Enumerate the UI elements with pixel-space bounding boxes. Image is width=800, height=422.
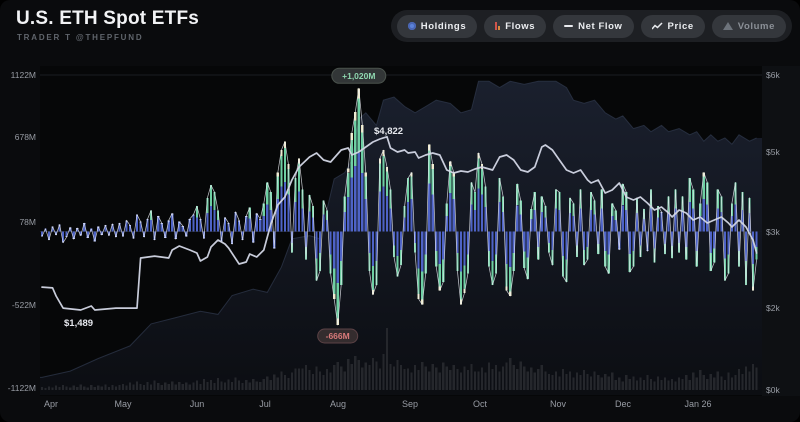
toggle-flows-button[interactable]: Flows bbox=[484, 14, 547, 38]
toggle-volume-label: Volume bbox=[737, 20, 775, 32]
price-zigzag-icon bbox=[651, 21, 663, 29]
left-axis-tick: 678M bbox=[15, 132, 36, 142]
page-title: U.S. ETH Spot ETFs bbox=[16, 8, 200, 29]
month-label: Aug bbox=[330, 399, 346, 409]
price-low-label: $1,489 bbox=[64, 318, 93, 329]
price-high-label: $4,822 bbox=[374, 126, 403, 137]
toggle-netflow-label: Net Flow bbox=[578, 20, 623, 32]
toggle-netflow-button[interactable]: Net Flow bbox=[553, 14, 634, 38]
price-line bbox=[41, 135, 758, 311]
min-flow-badge-text: -666M bbox=[326, 331, 350, 341]
page-subtitle: TRADER T @THEPFUND bbox=[17, 33, 144, 42]
right-axis-tick: $6k bbox=[766, 70, 780, 80]
max-flow-badge-text: +1,020M bbox=[342, 71, 375, 81]
flows-bars-icon bbox=[495, 22, 501, 30]
month-label: Jun bbox=[190, 399, 205, 409]
left-axis-tick: -522M bbox=[12, 300, 36, 310]
month-label: May bbox=[114, 399, 132, 409]
month-label: Nov bbox=[550, 399, 567, 409]
net-flow-line bbox=[41, 87, 757, 326]
toggle-flows-label: Flows bbox=[505, 20, 536, 32]
toggle-holdings-button[interactable]: Holdings bbox=[396, 14, 478, 38]
month-label: Dec bbox=[615, 399, 632, 409]
toggle-holdings-label: Holdings bbox=[420, 20, 467, 32]
toggle-price-label: Price bbox=[667, 20, 694, 32]
left-axis-tick: -1122M bbox=[8, 383, 36, 393]
max-flow-badge bbox=[331, 67, 387, 84]
right-axis-tick: $0k bbox=[766, 385, 780, 395]
volume-bars bbox=[40, 328, 758, 390]
toggle-volume-button[interactable]: Volume bbox=[711, 14, 786, 38]
toggle-price-button[interactable]: Price bbox=[640, 14, 705, 38]
month-label: Jan 26 bbox=[684, 399, 711, 409]
left-axis-tick: 1122M bbox=[11, 70, 36, 80]
month-label: Apr bbox=[44, 399, 58, 409]
netflow-dash-icon bbox=[564, 25, 574, 27]
volume-triangle-icon bbox=[722, 22, 733, 30]
month-label: Jul bbox=[259, 399, 271, 409]
min-flow-badge bbox=[317, 328, 359, 344]
left-axis-tick: 78M bbox=[19, 217, 36, 227]
series-toggle-bar: Holdings Flows Net Flow Price Volume bbox=[390, 10, 792, 42]
right-axis-tick: $2k bbox=[766, 303, 780, 313]
right-axis-strip bbox=[762, 66, 800, 396]
right-axis-tick: $5k bbox=[766, 147, 780, 157]
right-axis-tick: $3k bbox=[766, 227, 780, 237]
month-label: Oct bbox=[473, 399, 488, 409]
holdings-dot-icon bbox=[407, 22, 416, 30]
holdings-edge-line bbox=[40, 80, 757, 378]
month-label: Sep bbox=[402, 399, 418, 409]
